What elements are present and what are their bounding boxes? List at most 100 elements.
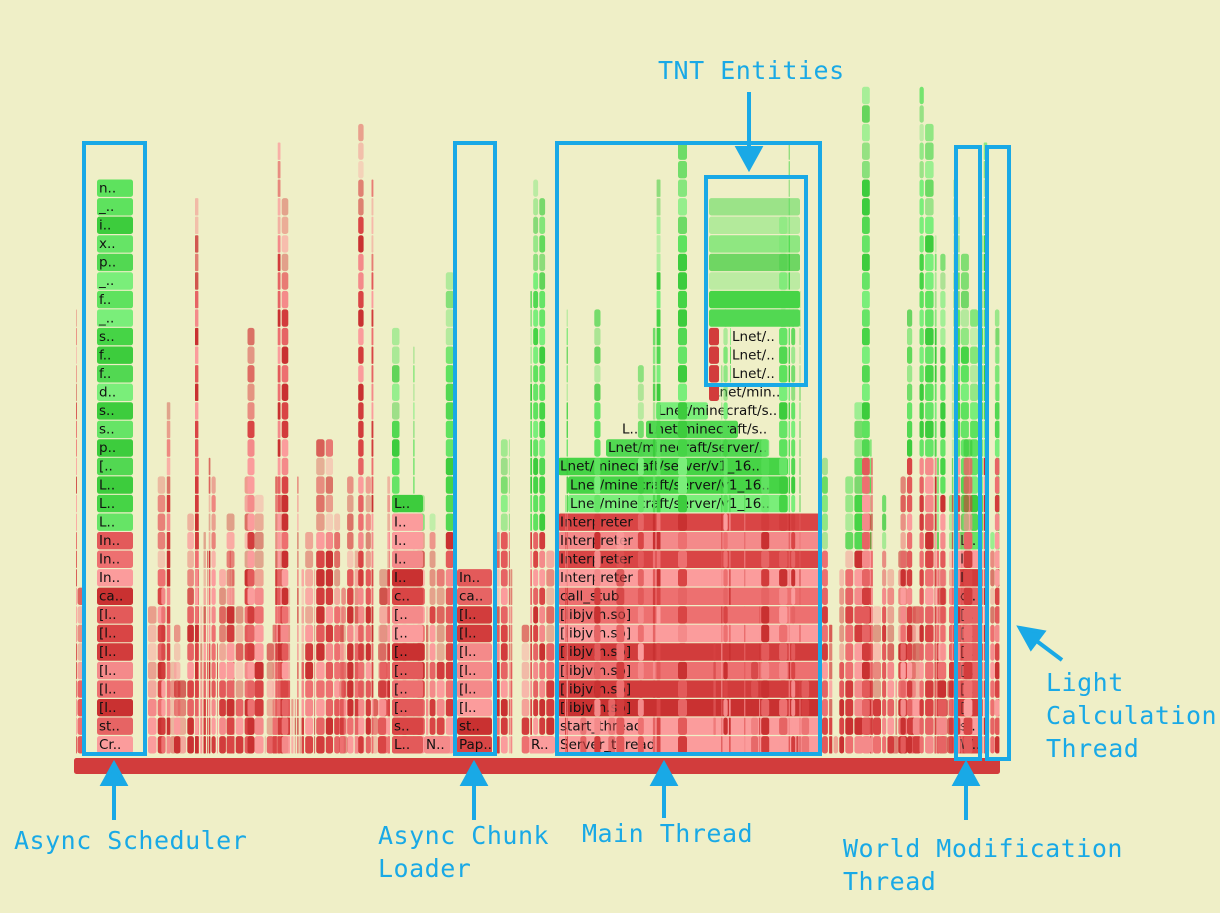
stack-frame[interactable]	[277, 235, 281, 253]
stack-frame[interactable]	[919, 699, 924, 717]
stack-frame[interactable]	[166, 661, 171, 680]
stack-frame[interactable]	[429, 624, 436, 643]
stack-frame[interactable]	[919, 179, 924, 197]
stack-frame[interactable]	[723, 624, 728, 643]
stack-frame[interactable]	[979, 235, 983, 253]
stack-frame[interactable]	[970, 420, 979, 439]
stack-frame[interactable]	[546, 606, 555, 624]
stack-frame[interactable]	[779, 476, 788, 494]
stack-frame[interactable]	[334, 606, 341, 624]
stack-frame[interactable]	[990, 606, 995, 624]
stack-frame[interactable]	[217, 661, 218, 680]
stack-frame[interactable]	[637, 532, 644, 550]
stack-frame[interactable]	[371, 420, 374, 439]
stack-frame[interactable]	[779, 346, 788, 364]
stack-frame[interactable]	[779, 439, 788, 457]
stack-frame[interactable]	[907, 699, 913, 717]
stack-frame[interactable]	[226, 680, 235, 698]
stack-frame[interactable]	[76, 532, 77, 550]
stack-frame[interactable]	[862, 365, 870, 383]
stack-frame[interactable]	[900, 717, 906, 735]
stack-frame[interactable]	[299, 717, 301, 735]
stack-frame[interactable]	[291, 736, 294, 754]
stack-frame[interactable]	[900, 569, 906, 587]
stack-frame[interactable]	[371, 253, 374, 272]
stack-frame[interactable]	[325, 439, 333, 457]
stack-frame[interactable]	[203, 606, 206, 624]
stack-frame[interactable]	[652, 327, 656, 346]
stack-frame[interactable]	[925, 253, 934, 272]
stack-frame[interactable]	[759, 717, 761, 735]
stack-frame[interactable]	[358, 532, 364, 550]
stack-frame[interactable]	[801, 717, 810, 735]
stack-frame[interactable]	[873, 606, 881, 624]
stack-frame[interactable]	[187, 513, 194, 531]
stack-frame[interactable]	[678, 439, 687, 457]
stack-frame[interactable]	[334, 624, 341, 643]
stack-frame[interactable]	[445, 643, 454, 661]
stack-frame[interactable]	[565, 736, 566, 754]
stack-frame[interactable]	[799, 457, 801, 476]
stack-frame[interactable]	[947, 736, 954, 754]
stack-frame[interactable]	[445, 439, 454, 457]
stack-frame[interactable]	[365, 643, 371, 661]
stack-frame[interactable]	[822, 532, 828, 550]
stack-frame[interactable]	[963, 606, 973, 624]
stack-frame[interactable]	[195, 717, 199, 735]
stack-frame[interactable]	[656, 198, 661, 216]
stack-frame[interactable]	[751, 736, 759, 754]
stack-frame[interactable]	[594, 624, 601, 643]
stack-frame[interactable]	[919, 513, 924, 531]
stack-frame[interactable]	[508, 550, 510, 568]
stack-frame[interactable]	[76, 457, 77, 476]
stack-frame[interactable]	[316, 569, 325, 587]
stack-frame[interactable]	[235, 680, 244, 698]
stack-frame[interactable]	[301, 569, 305, 587]
stack-frame[interactable]	[729, 494, 731, 513]
stack-frame[interactable]	[208, 643, 211, 661]
stack-frame[interactable]	[912, 699, 922, 717]
stack-frame[interactable]	[983, 383, 988, 401]
stack-frame[interactable]	[314, 624, 316, 643]
stack-frame[interactable]	[791, 494, 796, 513]
stack-frame[interactable]	[533, 402, 539, 420]
stack-frame[interactable]	[900, 550, 906, 568]
stack-frame[interactable]	[508, 513, 510, 531]
stack-frame[interactable]	[854, 661, 864, 680]
stack-frame[interactable]	[761, 513, 770, 531]
stack-frame[interactable]	[429, 569, 436, 587]
stack-frame[interactable]	[392, 365, 400, 383]
stack-frame[interactable]	[934, 494, 937, 513]
stack-frame[interactable]	[203, 643, 206, 661]
stack-frame[interactable]	[281, 494, 289, 513]
stack-frame[interactable]	[882, 513, 887, 531]
stack-frame[interactable]	[277, 346, 281, 364]
stack-frame[interactable]	[195, 216, 199, 234]
stack-frame[interactable]	[907, 402, 913, 420]
stack-frame[interactable]	[497, 624, 500, 643]
stack-frame[interactable]	[994, 457, 1000, 476]
stack-frame[interactable]	[429, 532, 436, 550]
stack-frame[interactable]	[207, 736, 208, 754]
stack-frame[interactable]	[316, 550, 325, 568]
stack-frame[interactable]	[953, 198, 955, 216]
stack-frame[interactable]	[937, 661, 947, 680]
stack-frame[interactable]	[723, 402, 728, 420]
stack-frame[interactable]	[301, 717, 305, 735]
stack-frame[interactable]	[919, 272, 924, 290]
stack-frame[interactable]	[799, 569, 801, 587]
stack-frame[interactable]	[729, 661, 731, 680]
stack-frame[interactable]	[347, 736, 354, 754]
stack-frame[interactable]	[895, 699, 898, 717]
stack-frame[interactable]	[791, 587, 796, 605]
stack-frame[interactable]	[925, 346, 934, 364]
stack-frame[interactable]	[530, 346, 532, 364]
stack-frame[interactable]	[652, 346, 656, 364]
stack-frame[interactable]	[379, 624, 388, 643]
stack-frame[interactable]	[616, 550, 625, 568]
stack-frame[interactable]	[247, 327, 255, 346]
stack-frame[interactable]	[983, 513, 988, 531]
stack-frame[interactable]	[76, 643, 77, 661]
stack-frame[interactable]	[919, 123, 924, 142]
stack-frame[interactable]	[500, 606, 508, 624]
